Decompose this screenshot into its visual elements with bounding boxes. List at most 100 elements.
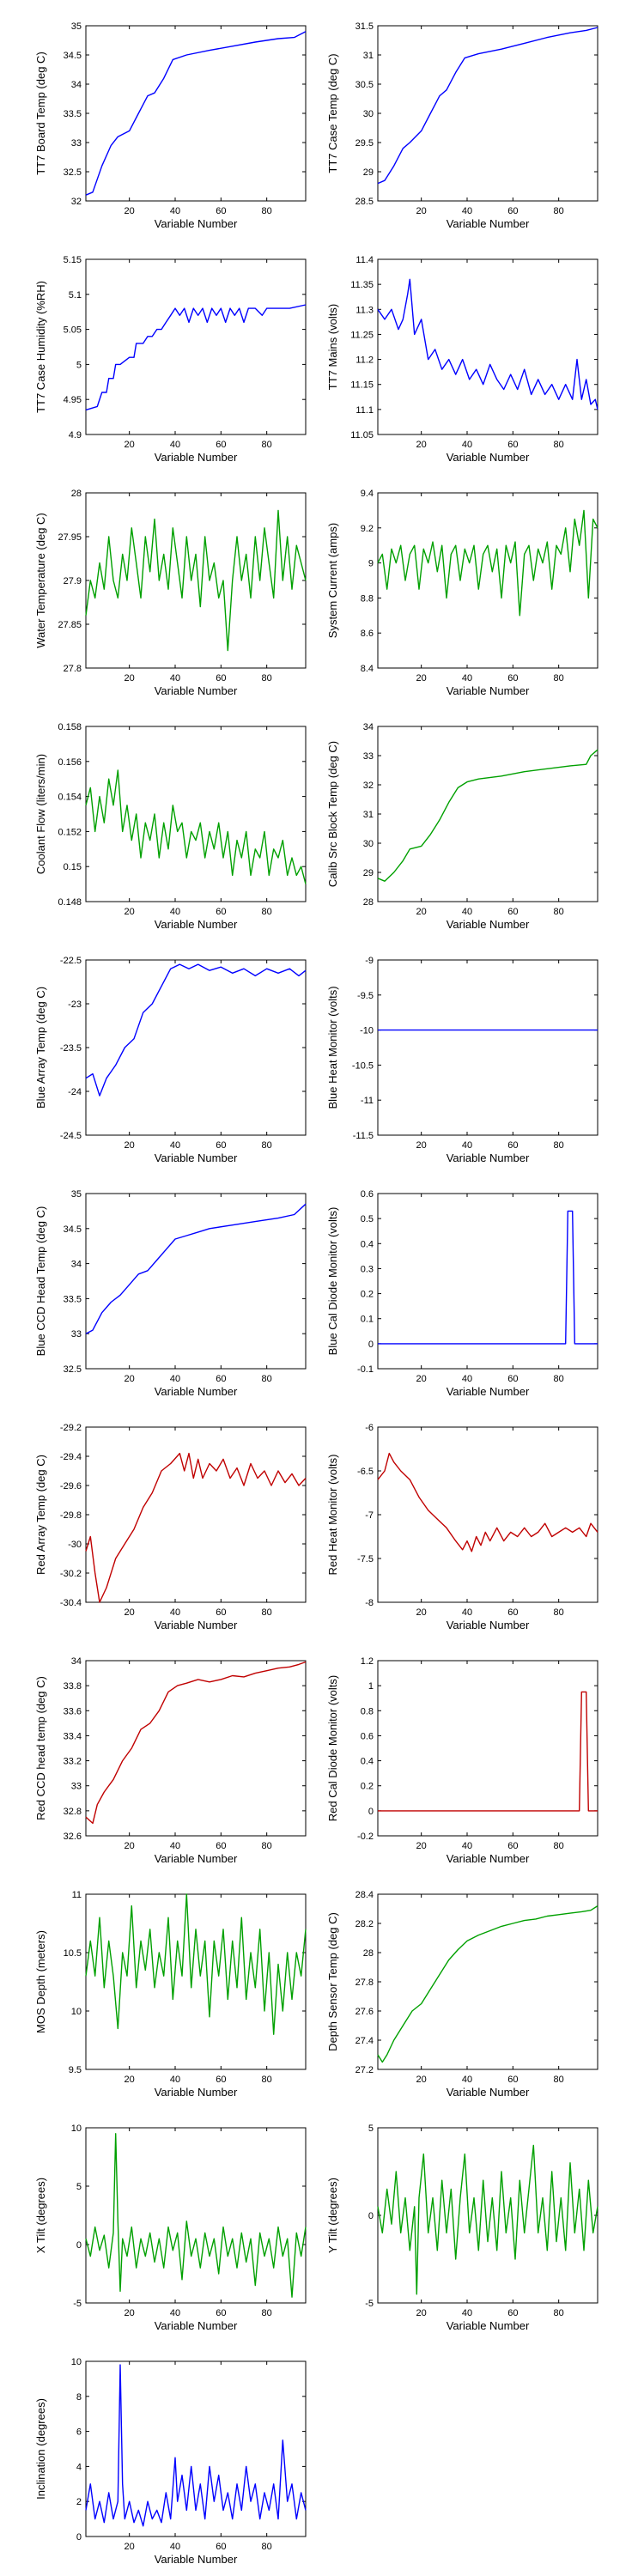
x-tick-label: 20 (125, 1140, 135, 1151)
x-axis-label: Variable Number (155, 2553, 238, 2566)
y-tick-label: 27.9 (64, 576, 82, 586)
y-tick-label: 32.8 (64, 1807, 82, 1817)
y-tick-label: 1.2 (361, 1656, 374, 1667)
x-tick-label: 20 (125, 1607, 135, 1618)
y-tick-label: -29.4 (60, 1452, 82, 1462)
chart-panel-12: 0.60.50.40.30.20.10-0.120 40 60 80Variable … (326, 1189, 598, 1398)
x-tick-label: 40 (462, 1140, 472, 1151)
x-tick-label: 40 (170, 2308, 180, 2318)
y-tick-label: 0.2 (361, 1782, 374, 1792)
y-tick-label: -9 (365, 956, 374, 966)
y-tick-label: 0.15 (64, 862, 82, 872)
plot-frame (86, 1194, 306, 1369)
y-tick-label: 9 (368, 559, 374, 569)
chart-panel-6: 9.49.298.88.68.420 40 60 80Variable NumberS… (326, 489, 598, 697)
y-tick-label: 5.15 (64, 255, 82, 265)
y-tick-label: -8 (365, 1598, 374, 1608)
y-tick-label: -0.2 (357, 1832, 374, 1842)
chart-panel-5: 28 27.95 27.9 27.85 27.8 20 40 60 80 Variable Num… (34, 489, 306, 697)
y-axis-label: Coolant Flow (liters/min) (34, 754, 47, 874)
x-tick-label: 20 (416, 907, 427, 917)
chart-panel-8: 34 33 32 31 30 29 28 20 40 60 80 Variable Number Cal… (326, 722, 598, 931)
x-tick-label: 20 (416, 1841, 427, 1851)
x-tick-label: 20 (125, 2542, 135, 2552)
y-tick-label: -29.8 (60, 1510, 82, 1521)
plot-frame (86, 493, 306, 668)
y-tick-label: 31 (363, 810, 374, 820)
y-tick-label: 5 (76, 2182, 82, 2192)
y-tick-label: 0.154 (58, 793, 82, 803)
x-axis-label: Variable Number (447, 918, 530, 931)
y-tick-label: 8.4 (361, 664, 374, 674)
plot-frame (86, 259, 306, 434)
plot-frame (378, 493, 598, 668)
y-tick-label: 11.35 (350, 280, 374, 290)
x-axis-label: Variable Number (447, 217, 530, 230)
y-tick-label: -30.4 (60, 1598, 82, 1608)
chart-panel-10: -9-9.5-10-10.5-11-11.520 40 60 80Variable N… (326, 956, 598, 1164)
chart-panel-14: -6-6.5-7-7.5-820 40 60 80Variable NumberRed… (326, 1423, 598, 1631)
plot-frame (378, 1661, 598, 1836)
y-tick-label: 33 (363, 751, 374, 762)
y-tick-label: 0 (368, 2211, 374, 2221)
y-tick-label: 5 (76, 360, 82, 370)
y-tick-label: 27.6 (355, 2007, 374, 2017)
y-tick-label: 0 (368, 1340, 374, 1350)
y-tick-label: -24.5 (60, 1131, 82, 1141)
chart-panel-4: 11.411.3511.311.2511.211.1511.111.0520 40… (326, 255, 598, 464)
x-tick-label: 80 (262, 2308, 272, 2318)
y-tick-label: -11 (361, 1096, 374, 1106)
chart-panel-13: -29.2-29.4-29.6-29.8-30-30.2-30.420 40 60 8… (34, 1423, 306, 1631)
y-tick-label: 1 (368, 1681, 374, 1692)
y-tick-label: 31 (363, 51, 374, 61)
plot-frame (378, 1894, 598, 2069)
y-axis-label: Blue Heat Monitor (volts) (326, 986, 339, 1109)
x-tick-label: 80 (554, 1841, 564, 1851)
y-axis-label: System Current (amps) (326, 523, 339, 638)
chart-panel-7: 0.158 0.156 0.154 0.152 0.15 0.148 20 40 60 80 Var… (34, 722, 306, 931)
y-axis-label: MOS Depth (meters) (34, 1930, 47, 2033)
y-tick-label: 30 (363, 839, 374, 849)
x-tick-label: 40 (462, 1607, 472, 1618)
y-tick-label: -0.1 (357, 1364, 374, 1375)
x-tick-label: 60 (216, 1607, 226, 1618)
y-tick-label: 0.3 (361, 1264, 374, 1274)
y-tick-label: -5 (365, 2299, 374, 2309)
y-axis-label: TT7 Case Humidity (%RH) (34, 281, 47, 413)
plot-frame (86, 1427, 306, 1602)
x-tick-label: 80 (262, 1374, 272, 1384)
y-tick-label: 0.6 (361, 1731, 374, 1741)
y-tick-label: 9.4 (361, 489, 374, 499)
y-tick-label: 33 (71, 1782, 82, 1792)
y-axis-label: Red Cal Diode Monitor (volts) (326, 1675, 339, 1822)
x-tick-label: 60 (507, 1607, 518, 1618)
chart-panel-18: 28.4 28.2 28 27.8 27.6 27.4 27.2 20 40 60 80 Variab… (326, 1890, 598, 2099)
chart-panel-17: 1110.5109.520 40 60 80Variable NumberMOS De… (34, 1890, 306, 2099)
x-tick-label: 20 (125, 1841, 135, 1851)
y-tick-label: 34 (71, 1656, 82, 1667)
y-tick-label: 0.2 (361, 1290, 374, 1300)
x-tick-label: 20 (125, 907, 135, 917)
chart-panel-16: 1.210.80.60.40.20-0.220 40 60 80Variable Nu… (326, 1656, 598, 1865)
x-tick-label: 40 (462, 673, 472, 683)
x-tick-label: 60 (216, 673, 226, 683)
y-tick-label: -11.5 (353, 1131, 374, 1141)
y-tick-label: 32.6 (64, 1832, 82, 1842)
x-axis-label: Variable Number (447, 451, 530, 464)
y-tick-label: 32 (71, 197, 82, 207)
chart-panel-19: 1050-520 40 60 80Variable NumberX Tilt (deg… (34, 2123, 306, 2332)
x-axis-label: Variable Number (447, 2086, 530, 2099)
y-tick-label: -7.5 (357, 1554, 374, 1564)
y-tick-label: 27.8 (64, 664, 82, 674)
x-tick-label: 40 (462, 907, 472, 917)
y-tick-label: 5 (368, 2123, 374, 2134)
y-axis-label: Calib Src Block Temp (deg C) (326, 741, 339, 887)
chart-panel-3: 5.155.15.0554.954.920 40 60 80Variable Numb… (34, 255, 306, 464)
x-axis-label: Variable Number (155, 1619, 238, 1631)
x-axis-label: Variable Number (447, 2319, 530, 2332)
y-tick-label: 10 (71, 2357, 82, 2367)
y-tick-label: 9.2 (361, 524, 374, 534)
y-tick-label: 0.4 (361, 1239, 374, 1249)
y-tick-label: 0.156 (58, 757, 82, 768)
y-tick-label: 30 (363, 109, 374, 119)
